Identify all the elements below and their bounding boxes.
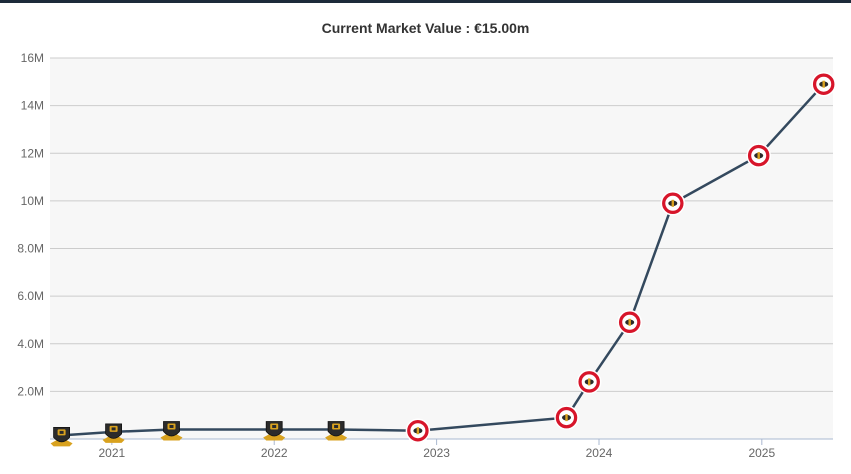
data-points xyxy=(50,71,836,447)
x-tick-label: 2022 xyxy=(261,446,288,460)
red-crest-club-icon[interactable] xyxy=(660,191,686,216)
grid-lines xyxy=(50,57,833,440)
y-axis-ticks: 2.0M 4.0M 6.0M 8.0M 10M 12M 14M 16M xyxy=(17,51,44,398)
x-axis-ticks: 2021 2022 2023 2024 2025 xyxy=(98,439,775,460)
top-bar xyxy=(0,0,851,3)
dark-shield-club-icon[interactable] xyxy=(160,421,183,441)
dark-shield-club-icon[interactable] xyxy=(325,421,348,441)
dark-shield-club-icon[interactable] xyxy=(102,423,125,443)
x-tick-label: 2021 xyxy=(98,446,125,460)
red-crest-club-icon[interactable] xyxy=(746,143,771,168)
red-crest-club-icon[interactable] xyxy=(554,405,579,430)
chart-title: Current Market Value : €15.00m xyxy=(321,20,530,36)
y-tick-label: 12M xyxy=(21,146,44,160)
y-tick-label: 4.0M xyxy=(17,337,44,351)
red-crest-club-icon[interactable] xyxy=(617,310,642,335)
y-tick-label: 10M xyxy=(21,194,44,208)
y-tick-label: 6.0M xyxy=(17,289,44,303)
x-tick-label: 2025 xyxy=(748,446,775,460)
dark-shield-club-icon[interactable] xyxy=(263,421,286,441)
x-tick-label: 2024 xyxy=(586,446,613,460)
y-tick-label: 16M xyxy=(21,51,44,65)
dark-shield-club-icon[interactable] xyxy=(50,426,73,447)
series-line xyxy=(61,83,825,437)
red-crest-club-icon[interactable] xyxy=(576,369,602,395)
red-crest-club-icon[interactable] xyxy=(405,418,431,443)
y-tick-label: 2.0M xyxy=(17,384,44,398)
red-crest-club-icon[interactable] xyxy=(811,71,836,97)
x-tick-label: 2023 xyxy=(423,446,450,460)
y-tick-label: 14M xyxy=(21,99,44,113)
y-tick-label: 8.0M xyxy=(17,242,44,256)
